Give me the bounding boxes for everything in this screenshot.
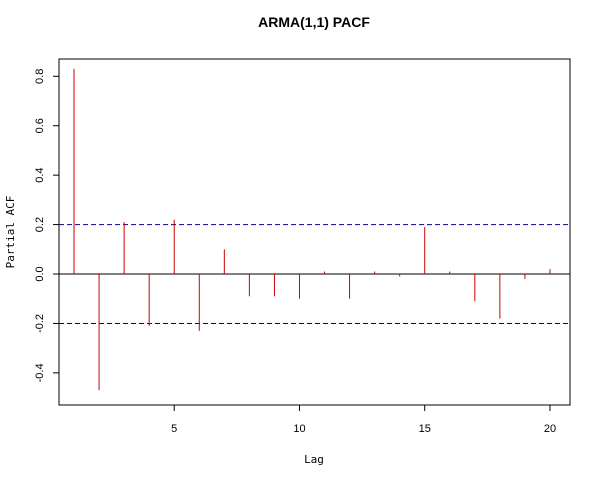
pacf-bars bbox=[73, 68, 551, 391]
y-tick-label: -0.4 bbox=[34, 363, 46, 382]
x-tick-label: 5 bbox=[171, 423, 177, 435]
y-tick-label: 0.6 bbox=[34, 118, 46, 133]
x-axis-label: Lag bbox=[304, 453, 324, 466]
x-axis: 5 10 15 20 bbox=[171, 404, 556, 435]
y-axis-label: Partial ACF bbox=[4, 196, 17, 269]
confidence-band-group bbox=[59, 224, 570, 324]
x-tick-label: 15 bbox=[419, 423, 431, 435]
y-tick-label: 0.4 bbox=[34, 168, 46, 183]
plot-frame bbox=[58, 58, 571, 406]
y-tick-label: 0.0 bbox=[34, 266, 46, 281]
y-tick-label: 0.2 bbox=[34, 217, 46, 232]
x-tick-label: 20 bbox=[544, 423, 556, 435]
chart-title: ARMA(1,1) PACF bbox=[258, 14, 370, 30]
y-tick-label: -0.2 bbox=[34, 314, 46, 333]
y-axis: -0.4 -0.2 0.0 0.2 0.4 0.6 0.8 bbox=[34, 69, 60, 382]
x-tick-label: 10 bbox=[293, 423, 305, 435]
y-tick-label: 0.8 bbox=[34, 69, 46, 84]
